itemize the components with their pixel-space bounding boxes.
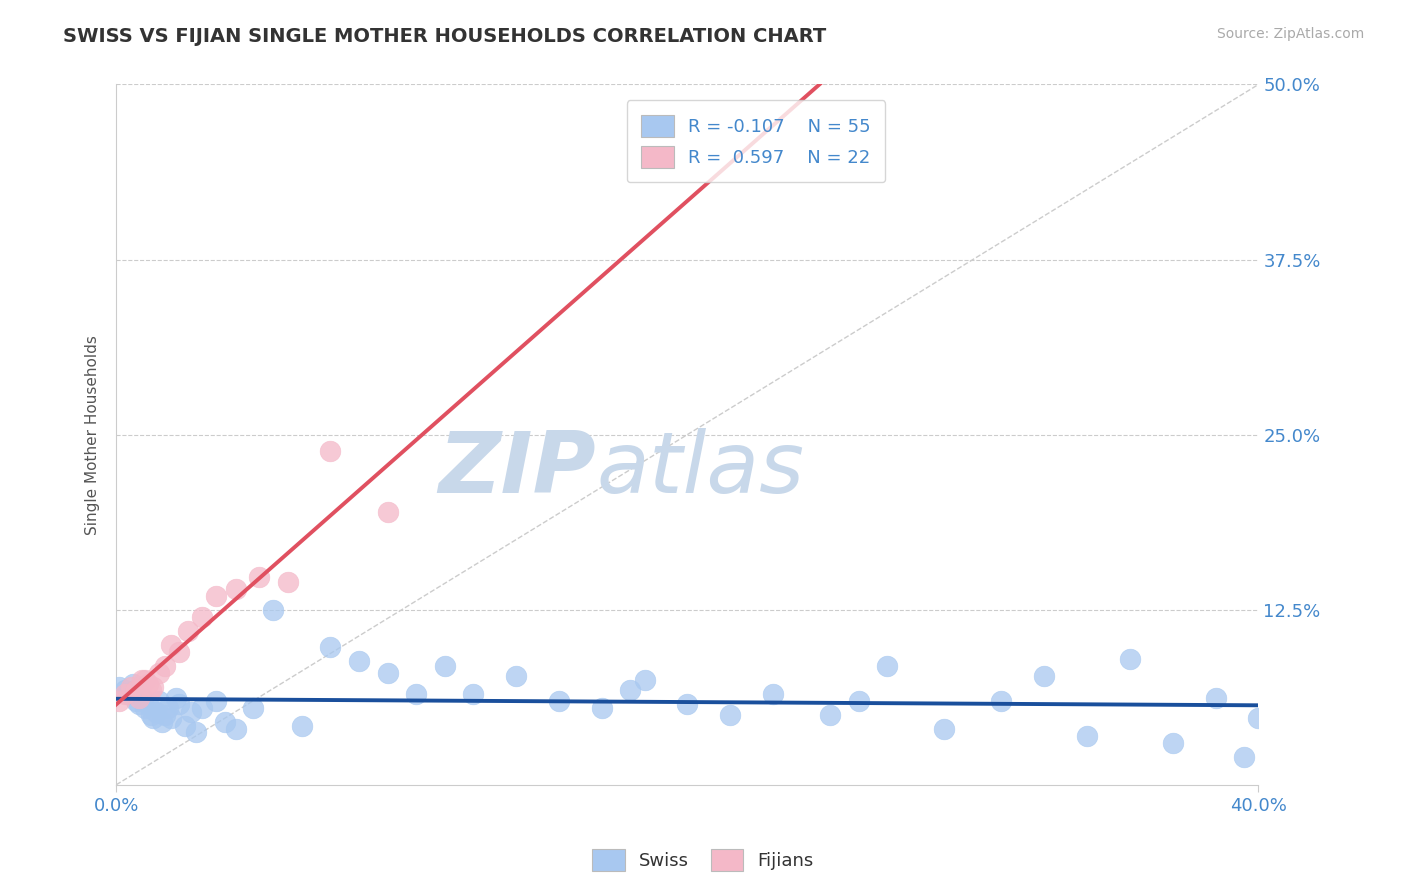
Point xyxy=(377,505,399,519)
Y-axis label: Single Mother Households: Single Mother Households xyxy=(86,334,100,534)
Point xyxy=(1247,710,1270,724)
Point xyxy=(136,677,159,691)
Point xyxy=(1161,736,1184,750)
Point xyxy=(591,700,613,714)
Point xyxy=(633,673,655,687)
Point xyxy=(114,687,136,701)
Point xyxy=(876,658,898,673)
Text: ZIP: ZIP xyxy=(439,428,596,511)
Point xyxy=(108,680,131,694)
Point xyxy=(848,694,870,708)
Point xyxy=(153,658,176,673)
Point xyxy=(277,574,299,589)
Point xyxy=(120,680,142,694)
Point xyxy=(1119,651,1142,665)
Point xyxy=(156,700,179,714)
Point xyxy=(934,722,956,736)
Point xyxy=(1233,749,1256,764)
Point xyxy=(225,722,247,736)
Point xyxy=(191,700,214,714)
Point xyxy=(262,602,284,616)
Point xyxy=(167,645,190,659)
Point xyxy=(128,690,150,705)
Legend: R = -0.107    N = 55, R =  0.597    N = 22: R = -0.107 N = 55, R = 0.597 N = 22 xyxy=(627,101,886,183)
Text: atlas: atlas xyxy=(596,428,804,511)
Point xyxy=(165,690,187,705)
Point xyxy=(225,582,247,596)
Point xyxy=(463,687,485,701)
Text: Source: ZipAtlas.com: Source: ZipAtlas.com xyxy=(1216,27,1364,41)
Point xyxy=(114,682,136,697)
Point xyxy=(205,694,228,708)
Point xyxy=(108,694,131,708)
Point xyxy=(619,682,641,697)
Point xyxy=(291,719,314,733)
Point xyxy=(242,700,264,714)
Point xyxy=(167,697,190,711)
Point xyxy=(125,694,148,708)
Point xyxy=(186,724,208,739)
Point xyxy=(818,707,841,722)
Point xyxy=(191,609,214,624)
Point xyxy=(136,697,159,711)
Point xyxy=(153,707,176,722)
Point xyxy=(1033,668,1056,682)
Point xyxy=(148,665,170,680)
Point xyxy=(134,700,156,714)
Point xyxy=(139,682,162,697)
Point xyxy=(176,624,198,638)
Point xyxy=(148,694,170,708)
Point xyxy=(173,719,195,733)
Point xyxy=(1205,690,1227,705)
Legend: Swiss, Fijians: Swiss, Fijians xyxy=(585,842,821,879)
Point xyxy=(159,710,181,724)
Point xyxy=(405,687,427,701)
Point xyxy=(122,677,145,691)
Point xyxy=(547,694,569,708)
Point xyxy=(319,640,342,655)
Point xyxy=(117,687,139,701)
Point xyxy=(159,638,181,652)
Point xyxy=(205,589,228,603)
Point xyxy=(125,682,148,697)
Point xyxy=(128,697,150,711)
Point xyxy=(131,690,153,705)
Point xyxy=(377,665,399,680)
Point xyxy=(762,687,785,701)
Point xyxy=(990,694,1012,708)
Point xyxy=(131,673,153,687)
Point xyxy=(134,673,156,687)
Point xyxy=(142,680,165,694)
Point xyxy=(145,705,167,719)
Point xyxy=(180,705,202,719)
Point xyxy=(247,570,270,584)
Point xyxy=(718,707,741,722)
Point xyxy=(319,444,342,458)
Point xyxy=(1076,729,1098,743)
Point xyxy=(505,668,527,682)
Point xyxy=(433,658,456,673)
Text: SWISS VS FIJIAN SINGLE MOTHER HOUSEHOLDS CORRELATION CHART: SWISS VS FIJIAN SINGLE MOTHER HOUSEHOLDS… xyxy=(63,27,827,45)
Point xyxy=(150,714,173,729)
Point xyxy=(139,707,162,722)
Point xyxy=(347,655,370,669)
Point xyxy=(142,710,165,724)
Point xyxy=(214,714,236,729)
Point xyxy=(676,697,699,711)
